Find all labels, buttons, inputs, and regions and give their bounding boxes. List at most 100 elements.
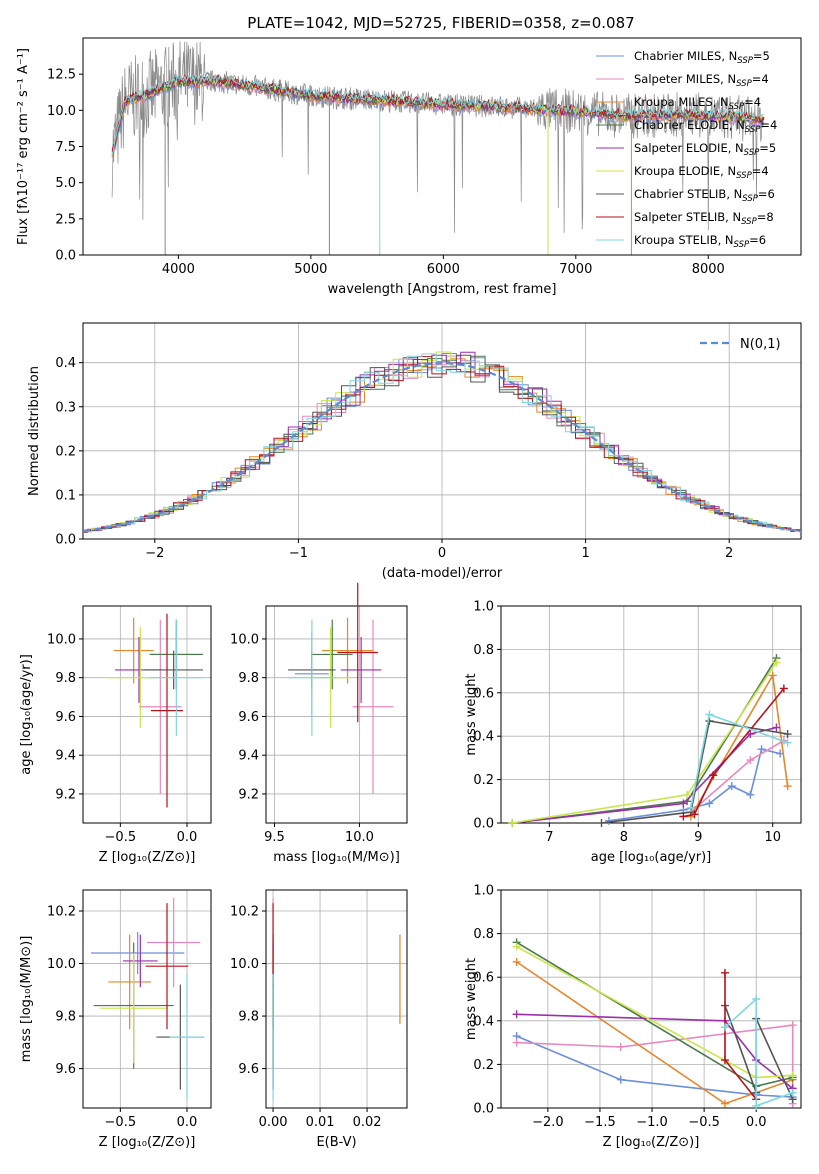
y-tick-label: 9.6 [238, 710, 259, 725]
x-tick-label: −1 [289, 546, 308, 561]
error-bar-point [123, 934, 158, 988]
x-tick-label: 10.0 [345, 830, 374, 845]
x-axis-label: age [log₁₀(age/yr)] [591, 850, 712, 865]
error-bar-point [352, 619, 394, 794]
weight-marker [752, 1101, 761, 1110]
legend-entry: Salpeter ELODIE, NSSP=5 [634, 141, 776, 158]
axes-frame [500, 889, 802, 1109]
y-tick-label: 2.5 [55, 212, 76, 227]
y-tick-label: 9.8 [55, 1010, 76, 1025]
y-tick-label: 0.8 [473, 643, 494, 658]
weight-marker [679, 812, 688, 821]
weight-marker [705, 710, 714, 719]
y-tick-label: 0.2 [473, 1058, 494, 1073]
error-bar-point [145, 903, 189, 1030]
x-tick-label: −0.5 [688, 1115, 720, 1130]
age-vs-mass-panel: 9.5 10.0 9.2 9.4 9.6 9.8 10.0 mass [log₁₀(M/M⊙)… [230, 582, 408, 865]
y-tick-label: 9.8 [238, 671, 259, 686]
y-tick-label: 7.5 [55, 140, 76, 155]
y-tick-label: 10.0 [47, 104, 76, 119]
x-tick-label: 0.0 [177, 830, 198, 845]
axes-frame [82, 605, 212, 824]
x-tick-label: 9.5 [264, 830, 285, 845]
figure-title: PLATE=1042, MJD=52725, FIBERID=0358, z=0… [247, 14, 634, 32]
x-axis-label: mass [log₁₀(M/M⊙)] [273, 850, 400, 865]
weight-marker [752, 995, 761, 1003]
error-bar-point [340, 637, 382, 703]
legend-entry: Salpeter MILES, NSSP=4 [634, 72, 769, 89]
legend-entry: Chabrier ELODIE, NSSP=4 [634, 118, 777, 135]
y-tick-label: 0.4 [473, 730, 494, 745]
x-tick-label: 7000 [559, 262, 592, 277]
weight-marker [690, 810, 699, 819]
y-axis-label: Flux [fλ10⁻¹⁷ erg cm⁻² s⁻¹ A⁻¹] [16, 48, 31, 245]
axes-frame [500, 605, 802, 824]
x-tick-label: 6000 [427, 262, 460, 277]
legend-entry: Chabrier MILES, NSSP=5 [634, 49, 770, 66]
y-tick-label: 10.0 [230, 957, 259, 972]
y-tick-label: 0.4 [473, 1014, 494, 1029]
legend-entry: Chabrier STELIB, NSSP=6 [634, 187, 775, 204]
y-tick-label: 9.8 [55, 671, 76, 686]
weight-series [512, 938, 797, 1091]
weight-line [516, 1035, 793, 1098]
y-tick-label: 0.0 [473, 817, 494, 832]
error-bar-point [322, 617, 374, 684]
weight-marker [683, 790, 692, 799]
y-tick-label: 0.2 [473, 773, 494, 788]
error-bar-point [139, 619, 182, 794]
weight-marker [757, 745, 766, 754]
weight-series [508, 658, 781, 827]
weight-vs-metallicity-panel: −2.0 −1.5 −1.0 −0.5 0.0 0.0 0.2 0.4 0.6 0.8 1.0 Z [… [464, 884, 802, 1150]
model-spectrum [111, 77, 765, 157]
weight-marker [512, 1038, 521, 1047]
y-tick-label: 9.4 [238, 749, 259, 764]
weight-series [512, 1021, 797, 1108]
error-bar-point [108, 934, 151, 1030]
weight-marker [727, 782, 736, 791]
weight-marker [779, 684, 788, 693]
weight-marker [604, 816, 613, 825]
weight-marker [783, 782, 792, 791]
weight-line [516, 1013, 794, 1090]
x-tick-label: −0.5 [105, 830, 137, 845]
weight-marker [512, 1010, 521, 1019]
weight-series [720, 968, 761, 1104]
error-bar-point [288, 619, 336, 736]
weight-line [512, 726, 777, 824]
weight-marker [508, 819, 517, 827]
x-tick-label: −2.0 [532, 1115, 564, 1130]
error-bar-point [169, 974, 205, 1101]
y-axis-label: mass [log₁₀(M/M⊙)] [19, 936, 34, 1063]
x-axis-label: Z [log₁₀(Z/Z⊙)] [99, 1135, 196, 1150]
weight-marker [686, 803, 695, 812]
error-bar-point [91, 932, 185, 975]
weight-marker [768, 671, 777, 680]
x-tick-label: 0.01 [306, 1115, 335, 1130]
x-tick-label: 4000 [162, 262, 195, 277]
legend-entry: Kroupa STELIB, NSSP=6 [634, 233, 766, 250]
y-tick-label: 9.6 [238, 1062, 259, 1077]
weight-marker [746, 790, 755, 799]
y-tick-label: 0.4 [55, 356, 76, 371]
weight-marker [788, 1021, 797, 1030]
x-tick-label: 8000 [692, 262, 725, 277]
weight-marker [772, 658, 781, 667]
legend-entry: Kroupa ELODIE, NSSP=4 [634, 164, 769, 181]
y-tick-label: 0.8 [473, 927, 494, 942]
x-tick-label: 0.02 [353, 1115, 382, 1130]
weight-marker [720, 968, 729, 977]
weight-marker [709, 771, 718, 780]
weight-line [683, 687, 785, 818]
axes-frame [82, 889, 212, 1109]
y-tick-label: 0.6 [473, 971, 494, 986]
x-tick-label: 10 [764, 830, 781, 845]
weight-marker [772, 723, 781, 732]
y-tick-label: 0.0 [55, 533, 76, 548]
observed-spectrum [111, 41, 765, 233]
spectrum-lines [111, 41, 765, 255]
weight-line [724, 997, 793, 1107]
residual-histogram-panel: −2 −1 0 1 2 0.0 0.1 0.2 0.3 0.4 (data-model)/error… [27, 322, 802, 581]
y-tick-label: 12.5 [47, 68, 76, 83]
error-bar-point [147, 897, 201, 988]
